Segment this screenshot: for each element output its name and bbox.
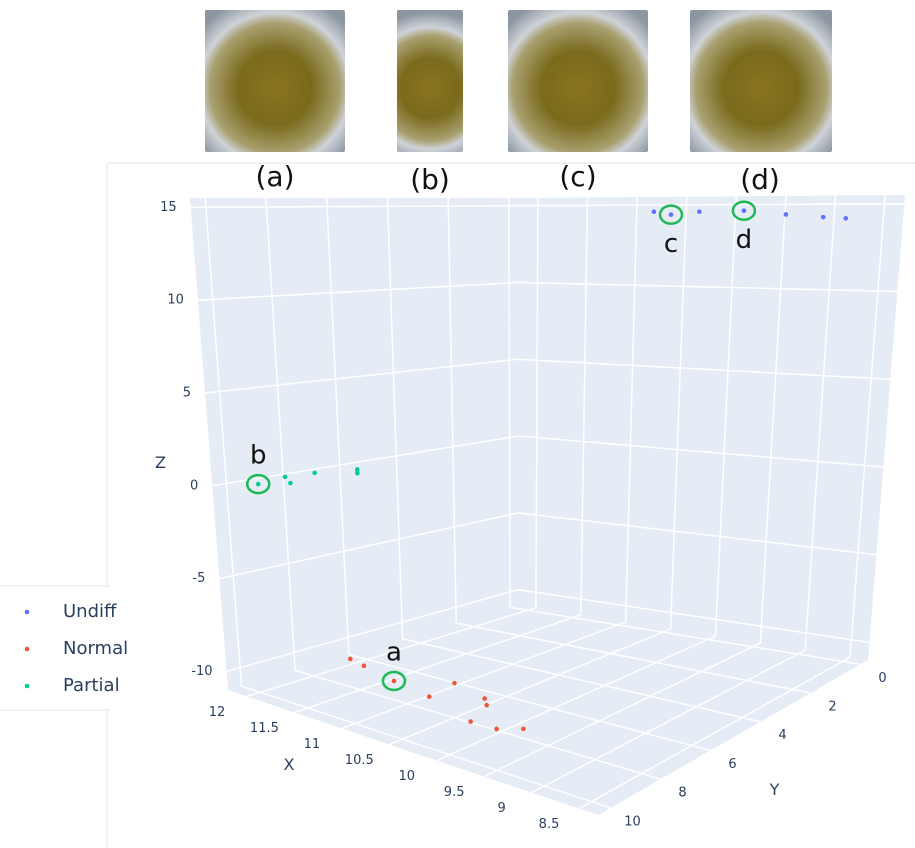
y-wall-pane	[518, 195, 905, 660]
point	[784, 212, 789, 217]
x-tick-label: 9	[497, 801, 505, 816]
legend-label: Partial	[63, 675, 120, 696]
y-tick-label: 2	[828, 700, 836, 715]
page: {"image_labels": ["(a)", "(b)", "(c)", "…	[0, 0, 915, 848]
y-axis-title: Y	[769, 780, 780, 799]
point	[468, 719, 473, 724]
y-tick-label: 10	[624, 814, 641, 829]
z-tick-label: -10	[191, 664, 212, 679]
point	[697, 209, 702, 214]
point	[256, 482, 261, 487]
y-tick-label: 0	[878, 671, 886, 686]
annotation-label: d	[736, 225, 753, 255]
point	[348, 657, 353, 662]
point	[427, 694, 432, 699]
x-tick-label: 12	[209, 705, 226, 720]
point	[521, 727, 526, 732]
point	[484, 703, 489, 708]
y-tick-label: 8	[678, 786, 686, 801]
annotation-label: a	[386, 637, 402, 667]
annotation-label: c	[664, 229, 678, 259]
point	[652, 209, 657, 214]
z-tick-label: 10	[167, 293, 184, 308]
point	[355, 471, 360, 476]
point	[312, 471, 317, 476]
legend-marker	[25, 684, 30, 689]
point	[843, 216, 848, 221]
z-tick-label: 5	[183, 385, 191, 400]
annotation-label: b	[250, 441, 267, 471]
x-tick-label: 11.5	[250, 721, 279, 736]
x-tick-label: 11	[304, 737, 321, 752]
point	[742, 208, 747, 213]
legend-label: Undiff	[63, 601, 117, 622]
legend-marker	[25, 647, 30, 652]
y-tick-label: 4	[778, 728, 786, 743]
point	[283, 475, 288, 480]
x-tick-label: 8.5	[539, 817, 560, 832]
z-axis-title: Z	[155, 453, 166, 472]
point	[452, 681, 457, 686]
z-tick-label: -5	[192, 571, 205, 586]
chart: 8.5 9 9.5 10 10.5 11 11.5 12 0 2 4 6 8 10 -10 -5 0 5 10 15 X…	[0, 0, 915, 848]
point	[362, 664, 367, 669]
point	[482, 696, 487, 701]
y-tick-label: 6	[728, 757, 736, 772]
z-tick-label: 15	[160, 200, 177, 215]
x-tick-label: 10.5	[345, 753, 374, 768]
legend-marker	[25, 610, 30, 615]
grid-line	[509, 198, 510, 607]
x-axis-title: X	[284, 755, 295, 774]
plot-area: 8.5 9 9.5 10 10.5 11 11.5 12 0 2 4 6 8 10 -10 -5 0 5 10 15 X…	[155, 195, 905, 832]
x-tick-label: 9.5	[444, 785, 465, 800]
x-tick-label: 10	[398, 769, 415, 784]
point	[494, 727, 499, 732]
point	[821, 215, 826, 220]
point	[288, 481, 293, 486]
z-tick-label: 0	[190, 478, 198, 493]
point	[669, 212, 674, 217]
legend-label: Normal	[63, 638, 128, 659]
point	[392, 679, 397, 684]
